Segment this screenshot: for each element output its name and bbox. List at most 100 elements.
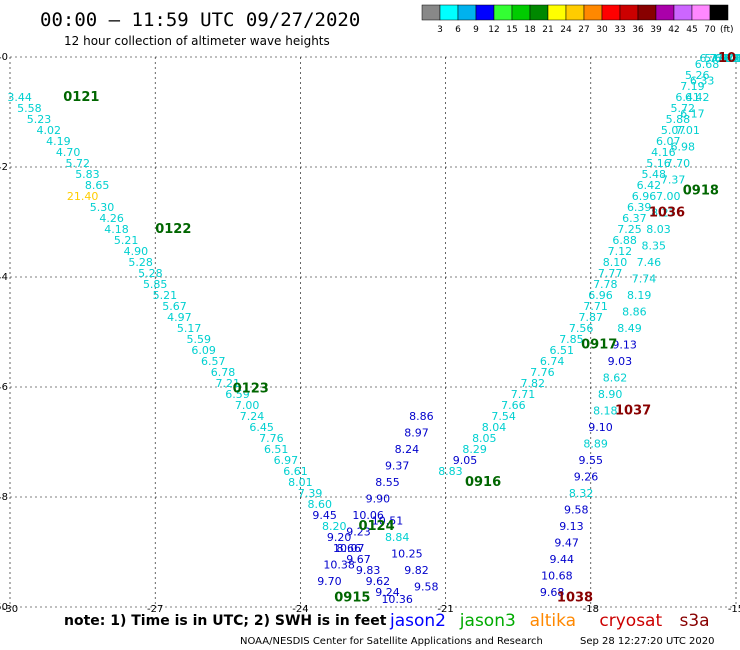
pass-label: 0121 [63,90,99,105]
wave-height-value: 9.03 [608,355,633,368]
y-tick-label: -40 [0,52,8,63]
wave-height-value: 5.21 [114,234,139,247]
colorbar-swatch [637,4,657,21]
wave-height-value: 10.36 [381,593,413,606]
wave-height-value: 7.00 [656,190,681,203]
wave-height-value: 7.19 [680,80,705,93]
wave-height-value: 5.07 [661,124,686,137]
wave-height-value: 6.59 [225,388,250,401]
wave-height-value: 7.77 [598,267,623,280]
wave-height-value: 5.61 [704,52,729,65]
colorbar-label: 3 [437,25,443,35]
colorbar-label: 21 [542,25,553,35]
wave-height-value: 9.70 [317,575,342,588]
x-tick-label: -21 [437,604,453,615]
colorbar-swatch [565,4,585,21]
wave-height-value: 8.86 [622,306,647,319]
colorbar-label: 36 [632,25,644,35]
wave-height-value: 9.47 [554,537,579,550]
colorbar-label: 39 [650,25,662,35]
colorbar-swatch [619,4,639,21]
wave-height-value: 21.40 [67,190,99,203]
wave-height-value: 9.58 [564,504,589,517]
axis-ticks: -30 -27 -24 -21 -18 -15 -40 -42 -44 -46 -48 -50 [0,52,740,615]
wave-height-value: 8.97 [404,427,429,440]
wave-height-value: 6.39 [627,201,652,214]
pass-label: 0915 [334,591,370,606]
wave-height-value: 5.67 [162,300,187,313]
wave-height-value: 6.42 [685,91,710,104]
wave-height-value: 9.05 [453,454,478,467]
chart-title: 00:00 – 11:59 UTC 09/27/2020 [40,9,360,31]
pass-label: 1036 [649,206,685,221]
y-tick-label: -50 [0,602,8,613]
y-tick-label: -48 [0,492,8,503]
wave-height-value: 6.33 [690,75,715,88]
wave-height-value: 7.21 [216,377,241,390]
wave-height-value: 8.29 [462,443,487,456]
pass-labels: 0121 0122 0123 0124 0915 0916 0917 0918 1036 1037… [63,51,736,606]
wave-height-value: 7.00 [235,399,260,412]
wave-height-value: 4.16 [651,146,676,159]
wave-height-value: 7.78 [593,278,618,291]
colorbar-label: 15 [506,25,517,35]
wave-height-value: 8.32 [569,487,594,500]
wave-height-value: 8.03 [646,223,671,236]
wave-height-value: 5.28 [128,256,153,269]
colorbar-swatch [655,4,675,21]
wave-height-value: 6.46 [719,52,740,65]
y-tick-label: -46 [0,382,8,393]
pass-label: 10 [718,51,736,66]
wave-height-value: 10.51 [372,515,404,528]
colorbar-label: 70 [704,25,716,35]
wave-height-value: 9.67 [346,553,371,566]
wave-height-value: 7.37 [661,174,686,187]
wave-height-value: 10.68 [541,570,573,583]
pass-label: 0918 [683,184,719,199]
wave-height-value: 7.25 [617,223,642,236]
wave-height-value: 10.38 [323,559,355,572]
wave-height-value: 4.02 [36,124,61,137]
wave-height-value: 5.21 [153,289,178,302]
footer-credit: NOAA/NESDIS Center for Satellite Applica… [240,636,543,647]
wave-height-value: 6.72 [700,52,725,65]
wave-height-value: 6.74 [540,355,565,368]
x-tick-label: -30 [2,604,18,615]
wave-height-value: 9.23 [346,526,371,539]
pass-label: 1037 [615,404,651,419]
wave-height-values: 3.445.585.234.024.194.705.725.838.6521.4… [7,52,740,606]
wave-height-value: 6.61 [283,465,308,478]
colorbar-label: 33 [614,25,625,35]
colorbar-label: 9 [473,25,479,35]
wave-height-value: 9.20 [327,531,352,544]
pass-label: 0122 [155,222,191,237]
wave-height-value: 5.43 [722,52,740,65]
wave-height-value: 7.12 [608,245,633,258]
satellite-jason2: jason2 [389,611,446,631]
wave-height-value: 4.97 [167,311,192,324]
colorbar-swatch [673,4,693,21]
wave-height-value: 7.85 [559,333,584,346]
wave-height-value: 9.82 [404,564,429,577]
x-tick-label: -27 [147,604,163,615]
colorbar-swatch [475,4,495,21]
wave-height-value: 8.84 [385,531,410,544]
wave-height-value: 7.82 [520,377,545,390]
wave-height-value: 9.10 [588,421,613,434]
wave-height-value: 8.62 [603,372,628,385]
colorbar-swatch [601,4,621,21]
wave-height-value: 9.37 [385,460,410,473]
wave-height-value: 6.78 [211,366,236,379]
wave-height-value: 7.27 [709,52,734,65]
wave-height-value: 7.76 [259,432,284,445]
x-tick-label: -24 [292,604,308,615]
wave-height-value: 8.24 [395,443,420,456]
wave-height-value: 5.75 [722,52,740,65]
colorbar-label: 30 [596,25,608,35]
colorbar-swatch [439,4,459,21]
wave-height-value: 9.55 [579,454,604,467]
colorbar-label: 42 [668,25,679,35]
wave-height-value: 6.42 [637,179,662,192]
colorbar-unit: (ft) [720,25,734,35]
